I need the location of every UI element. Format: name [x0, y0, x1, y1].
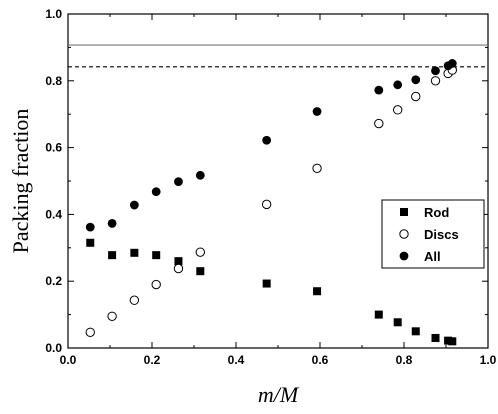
- point-rod: [444, 336, 453, 345]
- point-rod: [431, 333, 440, 342]
- point-all: [107, 219, 117, 228]
- y-tick-label: 0.0: [45, 341, 62, 355]
- point-discs: [151, 279, 161, 290]
- point-rod: [448, 337, 457, 346]
- point-rod: [108, 251, 117, 260]
- point-all: [174, 177, 183, 187]
- point-rod: [411, 327, 420, 336]
- legend-label-all: All: [424, 249, 441, 264]
- point-all: [129, 200, 139, 210]
- reference-lines: [68, 44, 488, 68]
- x-tick-label: 0.4: [228, 353, 245, 367]
- point-discs: [129, 295, 140, 305]
- x-tick-label: 1.0: [480, 353, 497, 367]
- point-rod: [196, 267, 205, 276]
- legend-box: [381, 199, 485, 269]
- point-all: [312, 107, 322, 116]
- point-discs: [85, 327, 95, 338]
- point-all: [431, 66, 440, 76]
- point-discs: [107, 311, 117, 321]
- point-discs: [261, 199, 272, 210]
- legend-label-rod: Rod: [424, 205, 449, 220]
- point-all: [393, 80, 403, 90]
- point-rod: [152, 251, 161, 260]
- point-discs: [393, 105, 403, 115]
- point-rod: [374, 310, 383, 319]
- legend: Rod Discs All: [381, 199, 485, 269]
- point-all: [151, 187, 161, 197]
- x-tick-labels: 0.0 0.2 0.4 0.6 0.8 1.0: [60, 353, 497, 367]
- legend-marker-all: [399, 251, 409, 261]
- point-all: [262, 135, 272, 145]
- point-rod: [130, 248, 139, 257]
- point-all: [447, 59, 457, 68]
- point-rod: [174, 257, 183, 266]
- legend-label-discs: Discs: [424, 227, 459, 242]
- point-all: [195, 170, 205, 180]
- axis-ticks: [67, 13, 489, 349]
- y-tick-label: 0.2: [45, 274, 62, 288]
- point-all: [411, 75, 421, 85]
- x-tick-label: 0.6: [312, 353, 329, 367]
- point-all: [85, 222, 95, 232]
- point-discs: [411, 91, 421, 102]
- y-tick-label: 1.0: [45, 7, 62, 21]
- point-discs: [374, 118, 384, 129]
- point-discs: [173, 263, 184, 274]
- point-rod: [393, 318, 402, 327]
- point-discs: [430, 76, 441, 86]
- point-discs: [195, 247, 206, 257]
- y-tick-label: 0.6: [45, 141, 62, 155]
- x-tick-label: 0.8: [396, 353, 413, 367]
- data-points: [85, 59, 457, 346]
- point-rod: [313, 287, 322, 296]
- y-tick-label: 0.8: [45, 74, 62, 88]
- x-tick-label: 0.0: [60, 353, 77, 367]
- point-all: [374, 85, 384, 95]
- y-tick-labels: 0.0 0.2 0.4 0.6 0.8 1.0: [45, 7, 62, 355]
- y-axis-title: Packing fraction: [8, 109, 33, 254]
- point-rod: [262, 279, 271, 288]
- x-axis-title: m/M: [258, 382, 300, 407]
- point-discs: [312, 163, 322, 174]
- y-tick-label: 0.4: [45, 207, 62, 221]
- legend-marker-discs: [399, 229, 409, 239]
- point-rod: [86, 238, 95, 247]
- legend-marker-rod: [400, 208, 408, 216]
- x-tick-label: 0.2: [144, 353, 161, 367]
